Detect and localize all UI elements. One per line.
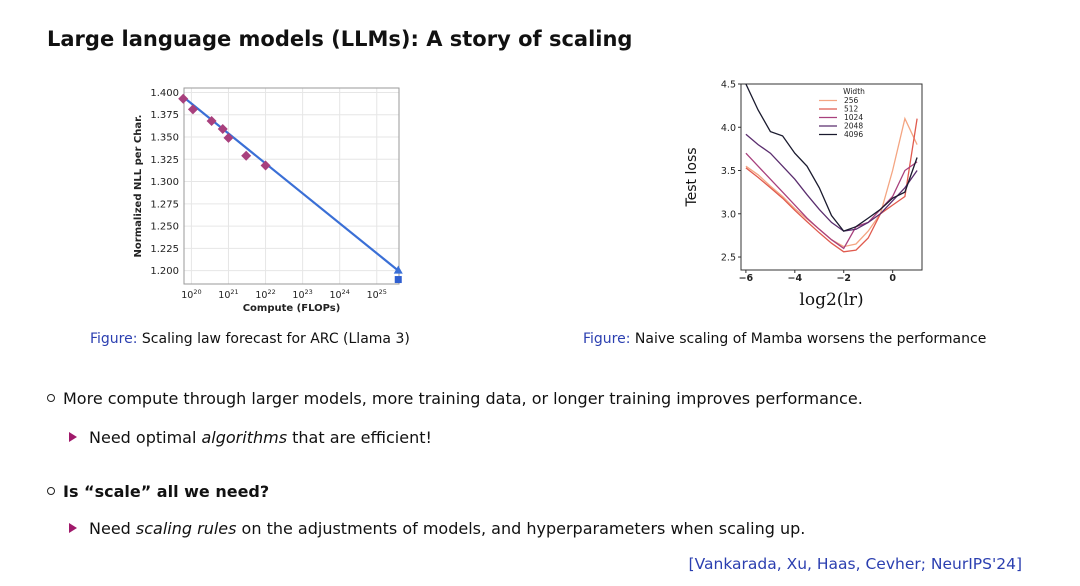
y-axis-label: Normalized NLL per Char. [133, 115, 144, 258]
y-tick-label: 2.5 [721, 253, 736, 264]
series-line-2048 [745, 133, 918, 232]
x-tick-label: −6 [739, 273, 754, 284]
series-line-256 [745, 116, 918, 248]
sub2-post: on the adjustments of models, and hyperp… [236, 519, 806, 538]
y-tick-label: 1.375 [150, 110, 179, 121]
sub-bullet-algorithms: Need optimal algorithms that are efficie… [69, 428, 432, 447]
mamba-lr-chart: 2.5 3.0 3.5 4.0 4.5 −6 −4 −2 0 log2(lr) Test loss W… [684, 80, 923, 310]
caption-left: Figure: Scaling law forecast for ARC (Ll… [90, 331, 410, 347]
caption-right-label: Figure: [583, 331, 631, 347]
x-tick-label: 1020 [181, 288, 201, 301]
forecast-marker [393, 265, 403, 274]
sub2-em: scaling rules [135, 519, 237, 538]
x-tick-label: 1021 [218, 288, 238, 301]
legend-label: 512 [844, 105, 859, 114]
x-tick-label: 1023 [292, 288, 312, 301]
bullet-compute: More compute through larger models, more… [47, 389, 863, 408]
x-tick-label: −4 [788, 273, 803, 284]
bullet-compute-text: More compute through larger models, more… [63, 389, 863, 408]
legend-label: 1024 [844, 113, 863, 122]
data-point [217, 123, 228, 134]
triangle-bullet-icon [69, 431, 77, 442]
x-axis-label: Compute (FLOPs) [243, 303, 341, 314]
series-line-4096 [745, 84, 918, 232]
triangle-bullet-icon [69, 522, 77, 533]
fit-line [182, 96, 399, 272]
plot-frame [183, 87, 400, 285]
caption-right-text: Naive scaling of Mamba worsens the perfo… [634, 331, 987, 347]
legend-label: 2048 [844, 122, 863, 131]
caption-right: Figure: Naive scaling of Mamba worsens t… [583, 331, 986, 347]
caption-left-label: Figure: [90, 331, 138, 347]
bullet-scale: Is “scale” all we need? [47, 482, 269, 501]
bullet-scale-text: Is “scale” all we need? [63, 482, 270, 501]
x-tick-label: 1025 [367, 288, 387, 301]
sub1-post: that are efficient! [287, 428, 432, 447]
data-point [206, 115, 217, 126]
y-tick-label: 1.250 [150, 222, 179, 233]
slide-title: Large language models (LLMs): A story of… [47, 27, 633, 51]
x-axis-label: log2(lr) [799, 290, 863, 310]
data-point [178, 93, 189, 104]
x-tick-label: −2 [836, 273, 851, 284]
y-tick-label: 1.275 [150, 199, 179, 210]
y-tick-label: 1.200 [150, 266, 179, 277]
y-tick-label: 1.325 [150, 155, 179, 166]
sub2-pre: Need [89, 519, 136, 538]
sub1-em: algorithms [201, 428, 288, 447]
series-line-512 [745, 118, 918, 253]
reference-link[interactable]: [Vankarada, Xu, Haas, Cevher; NeurIPS'24… [688, 555, 1022, 573]
x-tick-label: 0 [889, 273, 896, 284]
y-tick-label: 3.0 [721, 209, 736, 220]
plot-frame [740, 83, 923, 271]
data-point [241, 150, 252, 161]
y-tick-label: 3.5 [721, 166, 736, 177]
y-tick-label: 1.300 [150, 177, 179, 188]
actual-marker [394, 276, 402, 284]
legend-title: Width [843, 87, 865, 96]
x-tick-label: 1022 [255, 288, 275, 301]
data-point [187, 104, 198, 115]
data-point [223, 132, 234, 143]
sub1-pre: Need optimal [89, 428, 202, 447]
scaling-law-chart: 1.400 1.375 1.350 1.325 1.300 1.275 1.250 1.225… [133, 87, 403, 314]
x-tick-label: 1024 [330, 288, 350, 301]
y-tick-label: 1.225 [150, 244, 179, 255]
legend-label: 256 [844, 96, 859, 105]
y-tick-label: 4.0 [721, 123, 736, 134]
sub-bullet-scaling-rules: Need scaling rules on the adjustments of… [69, 519, 805, 538]
y-tick-label: 1.350 [150, 133, 179, 144]
data-point [260, 160, 271, 171]
series-line-1024 [745, 152, 918, 250]
y-tick-label: 4.5 [721, 80, 736, 91]
circle-bullet-icon [47, 393, 55, 402]
legend-label: 4096 [844, 130, 863, 139]
y-tick-label: 1.400 [150, 88, 179, 99]
circle-bullet-icon [47, 486, 55, 495]
y-axis-label: Test loss [684, 147, 700, 207]
caption-left-text: Scaling law forecast for ARC (Llama 3) [141, 331, 410, 347]
